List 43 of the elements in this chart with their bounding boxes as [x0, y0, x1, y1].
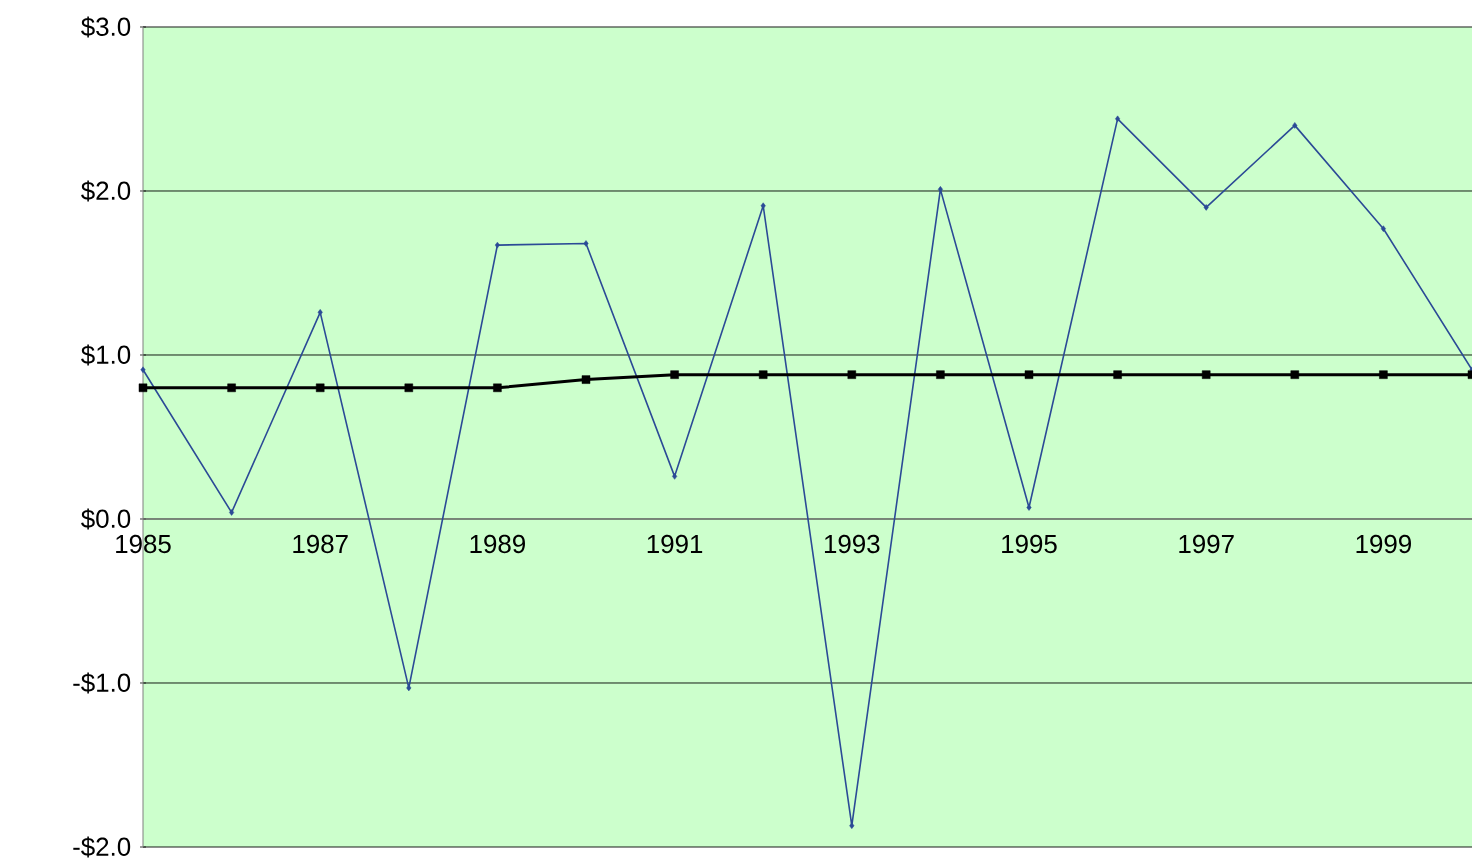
x-tick-label: 1987: [293, 534, 348, 554]
point: [847, 370, 857, 379]
y-tick-label: $2.0: [81, 180, 131, 202]
point: [227, 383, 236, 393]
point: [670, 370, 679, 379]
point: [937, 186, 943, 193]
y-tick-label: $1.0: [81, 344, 131, 366]
point: [494, 241, 500, 249]
point: [1201, 370, 1211, 379]
y-tick-label: $3.0: [81, 16, 131, 38]
x-tick-label: 1985: [116, 534, 171, 554]
point: [849, 822, 855, 829]
point: [1380, 225, 1386, 232]
point: [936, 370, 945, 379]
point: [1115, 115, 1121, 123]
point: [315, 383, 325, 393]
point: [583, 240, 589, 247]
point: [1024, 370, 1034, 379]
point: [1113, 370, 1122, 379]
point: [581, 375, 591, 384]
x-tick-label: 1995: [1002, 534, 1057, 554]
x-tick-label: 1999: [1356, 534, 1411, 554]
point: [1292, 122, 1298, 129]
y-tick-label: -$1.0: [73, 672, 131, 694]
point: [229, 509, 235, 516]
point: [404, 383, 414, 393]
point: [493, 383, 502, 393]
point: [140, 366, 146, 373]
x-tick-label: 1993: [824, 534, 880, 554]
y-tick-label: -$2.0: [73, 836, 131, 858]
x-tick-label: 1989: [470, 534, 525, 554]
point: [760, 202, 766, 209]
point: [758, 370, 768, 379]
y-tick-label: $0.0: [81, 508, 131, 530]
x-tick-label: 1997: [1179, 534, 1234, 554]
point: [1379, 370, 1388, 379]
point: [138, 383, 148, 393]
x-tick-label: 1991: [647, 534, 703, 554]
point: [1290, 370, 1300, 379]
point: [1203, 204, 1209, 211]
point: [672, 473, 678, 480]
point: [317, 309, 323, 316]
point: [1026, 504, 1032, 511]
